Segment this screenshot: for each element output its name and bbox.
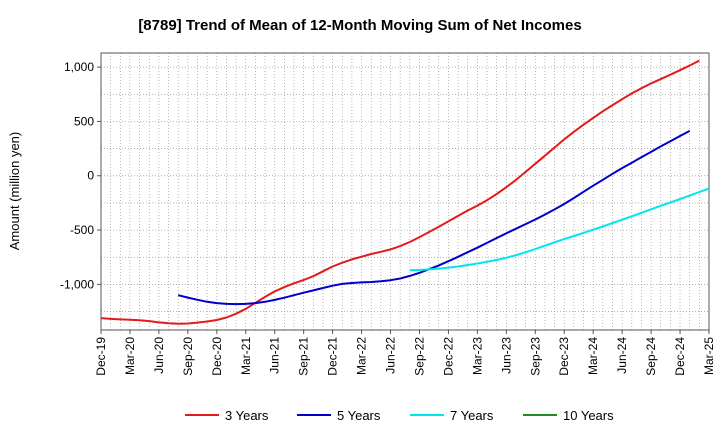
x-tick-label: Dec-23	[557, 337, 571, 376]
x-tick-label: Sep-21	[297, 337, 311, 376]
x-tick-label: Dec-22	[441, 337, 455, 376]
x-tick-label: Mar-22	[355, 337, 369, 375]
chart-title: [8789] Trend of Mean of 12-Month Moving …	[138, 17, 581, 34]
legend: 3 Years 5 Years 7 Years 10 Years	[185, 408, 614, 423]
series-line-3-years	[100, 59, 700, 325]
x-tick-label: Dec-20	[210, 337, 224, 376]
x-tick-label: Sep-20	[181, 337, 195, 376]
x-tick-label: Dec-24	[673, 337, 687, 376]
y-axis-ticks: 1,000 500 0 -500 -1,000	[60, 60, 101, 291]
x-tick-label: Mar-24	[586, 337, 600, 375]
x-tick-label: Sep-23	[528, 337, 542, 376]
y-tick-label: -1,000	[60, 277, 94, 291]
y-tick-label: 500	[74, 114, 94, 128]
x-tick-label: Sep-22	[412, 337, 426, 376]
x-tick-label: Jun-20	[152, 337, 166, 374]
grid-lines	[101, 53, 709, 330]
series-lines	[100, 59, 710, 325]
x-tick-label: Jun-24	[615, 337, 629, 374]
series-line-5-years	[177, 130, 691, 306]
x-tick-label: Mar-21	[239, 337, 253, 375]
y-tick-label: 1,000	[64, 60, 94, 74]
legend-label-5-years: 5 Years	[337, 408, 381, 423]
x-tick-label: Jun-22	[384, 337, 398, 374]
y-tick-label: 0	[87, 169, 94, 183]
x-tick-label: Dec-19	[94, 337, 108, 376]
x-tick-label: Jun-23	[499, 337, 513, 374]
y-axis-label: Amount (million yen)	[7, 132, 22, 251]
x-tick-label: Mar-20	[123, 337, 137, 375]
series-line-7-years	[409, 187, 710, 272]
plot-area	[100, 52, 710, 331]
x-tick-label: Dec-21	[326, 337, 340, 376]
x-axis-ticks: Dec-19 Mar-20 Jun-20 Sep-20 Dec-20 Mar-21 Jun-…	[94, 330, 716, 376]
x-tick-label: Sep-24	[644, 337, 658, 376]
x-tick-label: Jun-21	[268, 337, 282, 374]
legend-label-7-years: 7 Years	[450, 408, 494, 423]
x-tick-label: Mar-25	[702, 337, 716, 375]
x-tick-label: Mar-23	[470, 337, 484, 375]
legend-label-10-years: 10 Years	[563, 408, 614, 423]
legend-label-3-years: 3 Years	[225, 408, 269, 423]
y-tick-label: -500	[70, 223, 94, 237]
